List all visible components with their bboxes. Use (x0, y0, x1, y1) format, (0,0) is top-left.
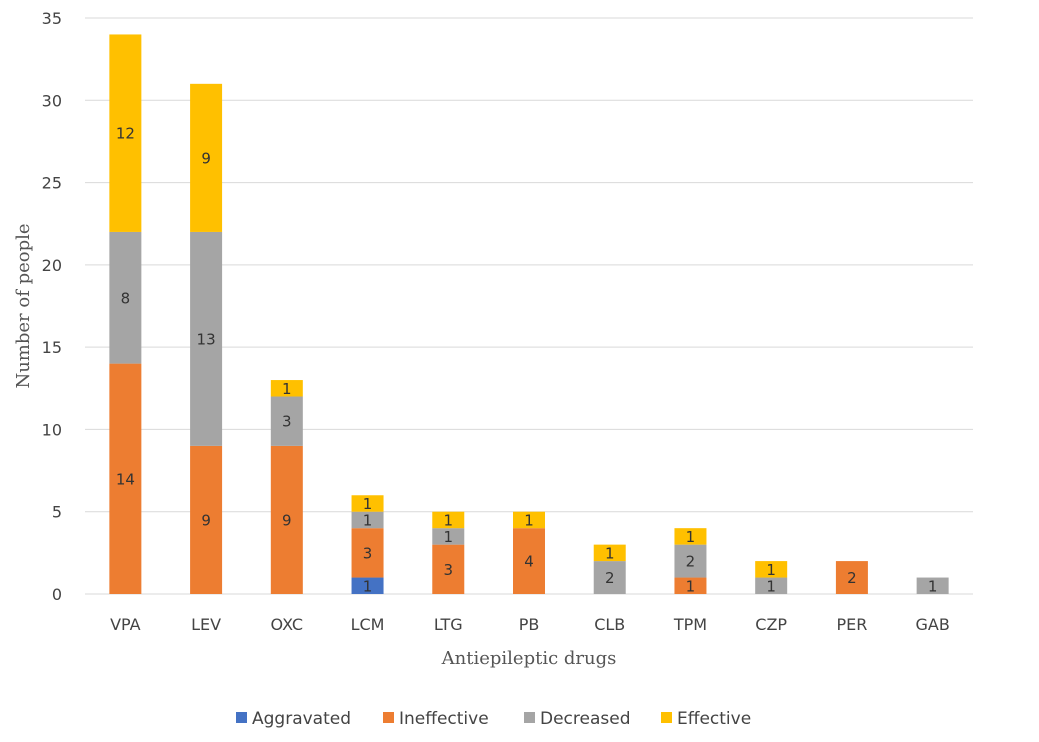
x-tick-label: TPM (673, 615, 707, 634)
data-label: 9 (201, 511, 211, 529)
y-tick-label: 35 (42, 9, 62, 28)
legend-label-aggravated: Aggravated (252, 709, 351, 729)
bar-tpm-effective (674, 528, 707, 545)
data-label: 3 (443, 561, 453, 579)
y-tick-label: 30 (42, 91, 62, 110)
data-label: 4 (524, 553, 534, 571)
data-label: 3 (282, 413, 292, 431)
bar-tpm-decreased (674, 544, 707, 578)
bar-per-ineffective (835, 561, 868, 594)
bar-lev-effective (190, 83, 223, 232)
data-label: 1 (363, 511, 373, 529)
legend-label-ineffective: Ineffective (399, 709, 489, 729)
bar-pb-ineffective (513, 528, 545, 594)
bar-oxc-decreased (270, 396, 303, 446)
x-axis-ticks: VPA LEV OXC LCM LTG PB CLB TPM CZP PER GAB (110, 615, 950, 634)
x-axis-title: Antiepileptic drugs (441, 648, 617, 669)
bar-pb-effective (513, 511, 545, 529)
legend: Aggravated Ineffective Decreased Effective (236, 709, 751, 729)
bar-lcm-decreased (351, 511, 384, 529)
x-tick-label: LCM (351, 615, 385, 634)
bar-clb-effective (593, 544, 626, 562)
x-tick-label: OXC (271, 615, 304, 634)
y-axis-ticks: 0 5 10 15 20 25 30 35 (42, 9, 62, 604)
legend-swatch-decreased (524, 712, 535, 723)
y-axis-title: Number of people (13, 223, 34, 388)
data-label: 12 (116, 125, 135, 143)
legend-swatch-ineffective (383, 712, 394, 723)
bar-lev-decreased (190, 231, 223, 446)
bar-czp-decreased (755, 577, 788, 594)
bars (109, 34, 949, 594)
data-label: 13 (197, 330, 216, 348)
y-tick-label: 15 (42, 338, 62, 357)
x-tick-label: LTG (434, 615, 463, 634)
bar-ltg-effective (432, 511, 465, 529)
bar-lev-ineffective (190, 445, 223, 594)
legend-swatch-effective (661, 712, 672, 723)
bar-czp-effective (755, 561, 788, 578)
x-tick-label: VPA (110, 615, 141, 634)
legend-label-decreased: Decreased (540, 709, 631, 729)
bar-vpa-decreased (109, 231, 142, 364)
bar-tpm-ineffective (674, 577, 707, 594)
bar-vpa-effective (109, 34, 142, 232)
data-label: 1 (766, 561, 776, 579)
y-tick-label: 25 (42, 174, 62, 193)
x-tick-label: LEV (191, 615, 221, 634)
data-label: 1 (363, 495, 373, 513)
data-label: 1 (766, 577, 776, 595)
data-label: 14 (116, 470, 135, 488)
data-label: 1 (443, 511, 453, 529)
bar-clb-decreased (593, 561, 626, 594)
data-label: 8 (121, 289, 131, 307)
bar-lcm-ineffective (351, 528, 384, 578)
data-label: 3 (363, 544, 373, 562)
data-label: 1 (282, 380, 292, 398)
x-tick-label: GAB (915, 615, 949, 634)
bar-oxc-effective (270, 380, 303, 397)
x-tick-label: PER (836, 615, 867, 634)
bar-lcm-effective (351, 495, 384, 512)
gridlines (85, 17, 973, 595)
y-tick-label: 20 (42, 256, 62, 275)
data-label: 1 (686, 528, 696, 546)
data-label: 1 (686, 577, 696, 595)
bar-ltg-decreased (432, 528, 465, 545)
data-label: 1 (524, 511, 534, 529)
bar-vpa-ineffective (109, 363, 142, 594)
x-tick-label: CLB (594, 615, 625, 634)
y-tick-label: 5 (52, 503, 62, 522)
x-tick-label: CZP (755, 615, 787, 634)
data-label: 2 (686, 553, 696, 571)
y-tick-label: 0 (52, 585, 62, 604)
data-label: 1 (363, 577, 373, 595)
data-label: 1 (443, 528, 453, 546)
data-label: 2 (605, 569, 615, 587)
data-label: 9 (282, 511, 292, 529)
bar-lcm-aggravated (351, 577, 384, 594)
legend-label-effective: Effective (677, 709, 751, 729)
data-label: 2 (847, 569, 857, 587)
bar-oxc-ineffective (270, 445, 303, 594)
bar-ltg-ineffective (432, 544, 465, 594)
legend-swatch-aggravated (236, 712, 247, 723)
data-label: 9 (201, 149, 211, 167)
y-tick-label: 10 (42, 420, 62, 439)
data-label: 1 (605, 544, 615, 562)
x-tick-label: PB (519, 615, 540, 634)
data-label: 1 (928, 577, 938, 595)
bar-gab-decreased (916, 577, 949, 594)
